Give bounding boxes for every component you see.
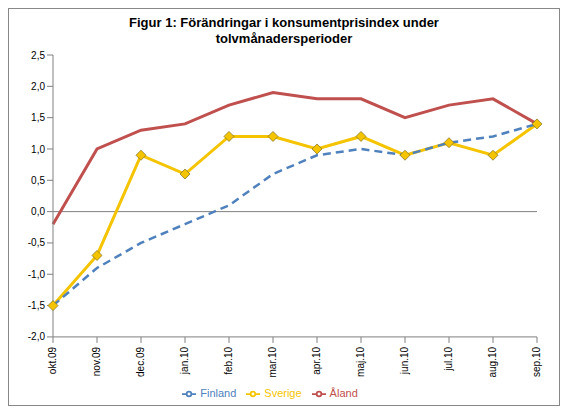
- svg-text:1,5: 1,5: [31, 112, 45, 123]
- svg-text:okt.09: okt.09: [47, 346, 58, 374]
- svg-text:jan.10: jan.10: [179, 346, 190, 375]
- svg-text:jun.10: jun.10: [399, 346, 410, 375]
- html-text:Åland: Åland: [329, 386, 358, 399]
- svg-text:2,0: 2,0: [31, 81, 45, 92]
- svg-text:feb.10: feb.10: [223, 346, 234, 374]
- svg-text:maj.10: maj.10: [355, 346, 366, 376]
- svg-text:1,0: 1,0: [31, 144, 45, 155]
- svg-text:sep.10: sep.10: [531, 346, 542, 376]
- svg-text:mar.10: mar.10: [267, 346, 278, 377]
- svg-text:-1,5: -1,5: [28, 300, 46, 311]
- html-text:Finland: Finland: [200, 386, 237, 399]
- svg-text:0,0: 0,0: [31, 206, 45, 217]
- html-text:Figur 1: Förändringar i konsum: Figur 1: Förändringar i konsumentprisind…: [129, 15, 439, 46]
- svg-text:aug.10: aug.10: [487, 346, 498, 377]
- svg-text:-1,0: -1,0: [28, 269, 46, 280]
- svg-text:0,5: 0,5: [31, 175, 45, 186]
- svg-text:apr.10: apr.10: [311, 346, 322, 374]
- svg-text:2,5: 2,5: [31, 50, 45, 61]
- svg-text:-2,0: -2,0: [28, 331, 46, 342]
- html-text:Sverige: Sverige: [264, 386, 302, 399]
- svg-text:nov.09: nov.09: [91, 346, 102, 376]
- svg-text:jul.10: jul.10: [443, 346, 454, 371]
- svg-text:-0,5: -0,5: [28, 237, 46, 248]
- svg-text:dec.09: dec.09: [135, 346, 146, 376]
